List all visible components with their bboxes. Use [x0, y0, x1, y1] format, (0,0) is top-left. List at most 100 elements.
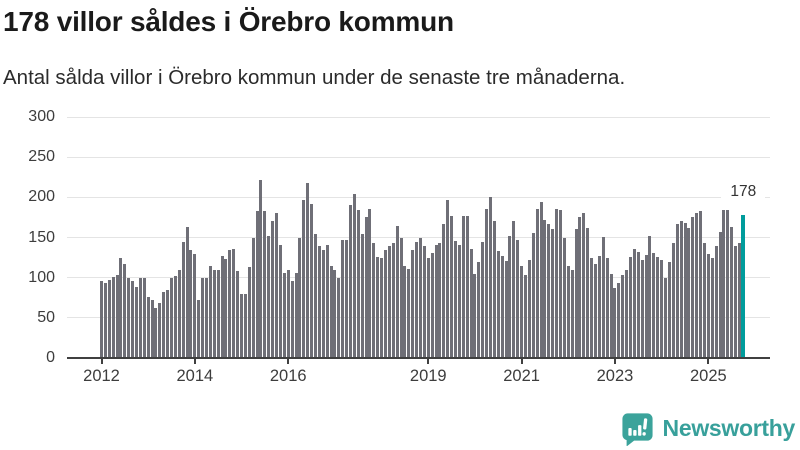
bar — [271, 220, 275, 358]
bar — [383, 250, 387, 358]
chart-subtitle: Antal sålda villor i Örebro kommun under… — [3, 66, 626, 89]
bar — [504, 260, 508, 358]
bar — [224, 259, 228, 358]
bar — [695, 212, 699, 358]
x-axis-tick — [193, 359, 196, 364]
bar — [453, 240, 457, 358]
bar — [173, 276, 177, 358]
bar — [605, 257, 609, 358]
x-axis-tick — [100, 359, 103, 364]
bar — [387, 246, 391, 358]
bar — [119, 257, 123, 358]
bar — [555, 208, 559, 358]
bar — [368, 208, 372, 358]
y-axis-tick-label: 50 — [37, 308, 55, 326]
bar — [197, 300, 201, 358]
gridline — [67, 196, 770, 198]
x-axis-tick-label: 2025 — [689, 367, 727, 385]
x-axis-tick — [520, 359, 523, 364]
bar — [333, 269, 337, 358]
bar — [543, 219, 547, 358]
bar — [667, 261, 671, 358]
bar — [559, 210, 563, 358]
bar — [617, 283, 621, 358]
bar — [489, 197, 492, 358]
bar — [737, 243, 741, 358]
bar — [356, 210, 360, 358]
bar — [457, 244, 461, 358]
bar — [706, 253, 710, 358]
bar — [496, 251, 500, 358]
bar — [162, 292, 166, 358]
bar — [278, 244, 282, 358]
bar — [403, 265, 407, 358]
bar — [512, 220, 516, 358]
bar — [702, 243, 706, 358]
bar — [267, 235, 271, 358]
bar — [212, 269, 216, 358]
mini-bar-chart-glyph — [627, 418, 647, 436]
bar — [282, 272, 286, 358]
bar — [107, 280, 111, 358]
bar — [263, 211, 267, 358]
bar — [500, 255, 504, 358]
bar — [251, 237, 255, 358]
bar — [422, 246, 426, 358]
bar — [185, 227, 189, 358]
bar — [201, 278, 205, 358]
gridline — [67, 317, 770, 319]
bar — [259, 179, 263, 358]
bar — [477, 261, 481, 358]
bar — [123, 264, 127, 358]
bar — [430, 252, 434, 358]
bar — [551, 228, 555, 358]
bar — [632, 248, 636, 358]
bar — [442, 223, 446, 358]
bar — [438, 243, 442, 358]
last-value-annotation: 178 — [721, 183, 766, 201]
bar — [699, 211, 703, 358]
x-axis-tick — [707, 359, 710, 364]
bar — [516, 239, 520, 358]
bar — [103, 282, 107, 358]
x-axis-tick-label: 2021 — [503, 367, 540, 385]
bar — [407, 268, 411, 358]
bar — [679, 221, 683, 358]
bar — [527, 260, 531, 358]
bar — [275, 212, 279, 358]
bar — [364, 217, 368, 358]
bar — [313, 234, 317, 358]
bar — [469, 248, 473, 358]
bar — [348, 204, 352, 358]
bar — [208, 265, 212, 358]
bar — [158, 303, 162, 358]
bar — [380, 258, 384, 358]
bar — [352, 194, 356, 358]
bar — [415, 242, 419, 358]
newsworthy-wordmark: Newsworthy — [662, 415, 796, 441]
bar — [100, 280, 103, 358]
x-axis-tick — [427, 359, 430, 364]
bar — [644, 255, 648, 358]
bar — [718, 231, 722, 358]
bar — [547, 223, 551, 358]
bar — [640, 260, 644, 358]
bar — [524, 275, 527, 358]
y-axis-tick-label: 100 — [28, 268, 55, 286]
bar — [508, 235, 512, 358]
bar — [154, 308, 158, 358]
gridline — [67, 237, 770, 238]
bar — [539, 202, 543, 358]
bar — [590, 257, 594, 358]
bar — [660, 260, 664, 358]
bar — [376, 256, 380, 358]
bar — [648, 235, 652, 358]
bar — [531, 232, 535, 358]
page-title: 178 villor såldes i Örebro kommun — [3, 6, 454, 37]
bar — [236, 271, 240, 358]
bar — [142, 278, 146, 358]
bar — [181, 242, 185, 358]
bar — [220, 255, 224, 358]
bar — [710, 257, 714, 358]
gridline — [67, 156, 770, 158]
